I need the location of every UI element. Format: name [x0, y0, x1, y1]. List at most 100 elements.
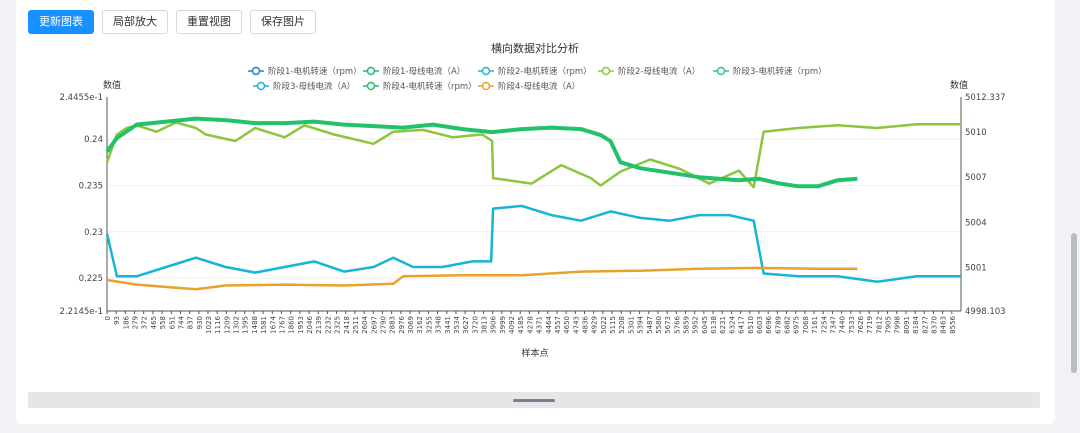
x-tick-label: 2697 [370, 316, 378, 334]
local-zoom-button[interactable]: 局部放大 [102, 10, 168, 34]
x-tick-label: 465 [150, 316, 158, 329]
x-axis-label: 样本点 [521, 347, 548, 359]
legend-label: 阶段3-电机转速（rpm） [733, 66, 827, 77]
legend-marker [481, 81, 491, 91]
x-tick-label: 2232 [324, 316, 332, 334]
x-tick-label: 6138 [710, 316, 718, 334]
x-tick-label: 4929 [591, 316, 599, 334]
series-line [106, 266, 858, 291]
x-tick-label: 2139 [315, 316, 323, 334]
x-tick-label: 3906 [490, 315, 498, 333]
update-chart-button[interactable]: 更新图表 [28, 10, 94, 34]
save-image-button[interactable]: 保存图片 [250, 10, 316, 34]
x-tick-label: 3627 [462, 316, 470, 334]
legend-label: 阶段4-电机转速（rpm） [383, 81, 477, 92]
scrollbar-thumb[interactable] [513, 399, 555, 402]
x-tick-label: 2325 [334, 316, 342, 334]
x-tick-label: 8277 [921, 316, 929, 334]
y-right-tick-label: 5012.337 [965, 93, 1006, 103]
y-right-tick-label: 5004 [965, 218, 987, 228]
x-tick-label: 4464 [545, 315, 553, 333]
x-tick-label: 5766 [673, 315, 681, 333]
x-tick-label: 4371 [536, 316, 544, 334]
x-tick-label: 5115 [609, 316, 617, 334]
x-tick-label: 8091 [903, 316, 911, 334]
x-tick-label: 651 [168, 316, 176, 329]
y-right-tick-label: 5010 [965, 128, 987, 138]
x-tick-label: 4743 [572, 316, 580, 334]
x-tick-label: 7719 [866, 316, 874, 334]
x-tick-label: 6696 [765, 315, 773, 333]
x-tick-label: 7533 [848, 316, 856, 334]
legend-marker [366, 81, 376, 91]
x-tick-label: 1209 [223, 316, 231, 334]
chart-card: 更新图表 局部放大 重置视图 保存图片 横向数据对比分析 阶段1-电机转速（rpm… [16, 0, 1055, 424]
x-tick-label: 7161 [811, 316, 819, 334]
x-tick-label: 5487 [646, 316, 654, 334]
legend-marker [601, 66, 611, 76]
x-tick-label: 3162 [416, 316, 424, 334]
x-tick-label: 8463 [940, 316, 948, 334]
x-tick-label: 2976 [398, 315, 406, 333]
x-tick-label: 2511 [352, 316, 360, 334]
legend-marker [251, 66, 261, 76]
x-tick-label: 4836 [582, 315, 590, 333]
x-tick-label: 6789 [774, 316, 782, 334]
x-tick-label: 5673 [664, 316, 672, 334]
x-tick-label: 4278 [526, 316, 534, 334]
x-tick-label: 5022 [600, 316, 608, 334]
y-left-tick-label: 2.2145e-1 [60, 307, 103, 317]
legend-marker [256, 81, 266, 91]
x-tick-label: 7998 [894, 316, 902, 334]
x-tick-label: 8184 [912, 315, 920, 333]
x-tick-label: 4185 [517, 316, 525, 334]
legend-label: 阶段2-电机转速（rpm） [498, 66, 592, 77]
y-axis-right-label: 数值 [950, 79, 968, 91]
x-tick-label: 4650 [563, 316, 571, 334]
x-tick-label: 930 [196, 316, 204, 329]
x-tick-label: 3534 [453, 315, 461, 333]
x-tick-label: 8370 [930, 316, 938, 334]
x-tick-label: 5952 [692, 316, 700, 334]
x-tick-label: 1302 [233, 316, 241, 334]
y-left-tick-label: 0.225 [79, 274, 103, 284]
x-tick-label: 93 [113, 316, 121, 325]
x-tick-label: 7068 [802, 316, 810, 334]
y-right-tick-label: 5001 [965, 263, 987, 273]
series-line [105, 121, 961, 189]
page-vertical-scrollbar[interactable] [1071, 233, 1077, 373]
x-tick-label: 1488 [251, 316, 259, 334]
x-tick-label: 3255 [425, 316, 433, 334]
x-tick-label: 186 [122, 315, 130, 329]
x-tick-label: 4092 [508, 316, 516, 334]
x-tick-label: 3069 [407, 316, 415, 334]
legend-label: 阶段1-电机转速（rpm） [268, 66, 362, 77]
x-tick-label: 3441 [444, 316, 452, 334]
x-tick-label: 2790 [379, 316, 387, 334]
x-tick-label: 6882 [784, 316, 792, 334]
x-tick-label: 3720 [471, 316, 479, 334]
x-tick-label: 6324 [728, 315, 736, 333]
y-right-tick-label: 5007 [965, 173, 987, 183]
x-tick-label: 1860 [288, 316, 296, 334]
horizontal-scrollbar[interactable] [28, 392, 1040, 408]
x-tick-label: 1395 [242, 316, 250, 334]
reset-view-button[interactable]: 重置视图 [176, 10, 242, 34]
x-tick-label: 1953 [297, 316, 305, 334]
x-tick-label: 372 [141, 316, 149, 329]
legend-label: 阶段4-母线电流（A） [498, 81, 580, 92]
x-tick-label: 7440 [839, 316, 847, 334]
y-left-tick-label: 0.235 [79, 181, 103, 191]
x-tick-label: 6417 [738, 316, 746, 334]
x-tick-label: 8556 [949, 315, 957, 333]
x-tick-label: 1767 [278, 316, 286, 334]
x-tick-label: 5301 [627, 316, 635, 334]
x-tick-label: 2046 [306, 315, 314, 333]
chart-area: 横向数据对比分析 阶段1-电机转速（rpm） 阶段1-母线电流（A） 阶段2-电机转速… [16, 38, 1055, 383]
series-line [105, 204, 961, 284]
x-tick-label: 1674 [269, 315, 277, 333]
y-right-tick-label: 4998.103 [965, 307, 1006, 317]
x-tick-label: 0 [104, 316, 112, 320]
x-tick-label: 2883 [389, 316, 397, 334]
